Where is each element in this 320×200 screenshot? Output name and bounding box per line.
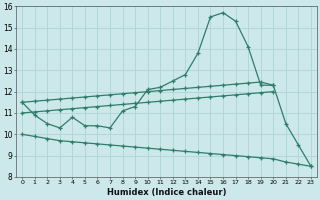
X-axis label: Humidex (Indice chaleur): Humidex (Indice chaleur) [107, 188, 226, 197]
